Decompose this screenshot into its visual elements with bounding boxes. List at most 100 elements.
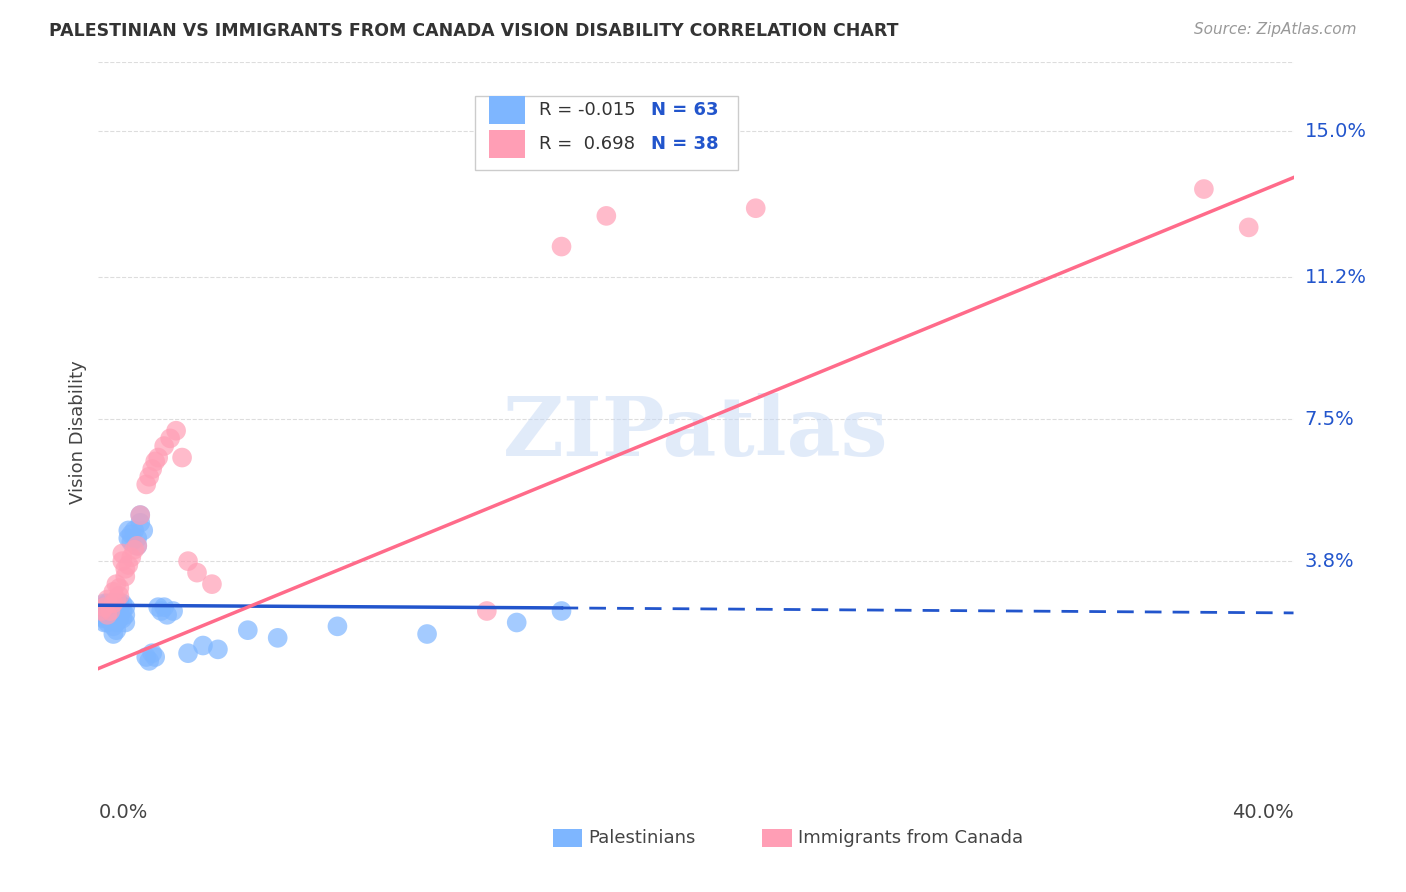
Point — [120, 527, 142, 541]
FancyBboxPatch shape — [489, 95, 524, 124]
Point — [93, 604, 115, 618]
Text: ZIPatlas: ZIPatlas — [503, 392, 889, 473]
Point — [105, 623, 128, 637]
Point — [162, 604, 184, 618]
FancyBboxPatch shape — [553, 829, 582, 847]
Point — [475, 604, 498, 618]
Point — [143, 454, 166, 468]
Point — [745, 201, 768, 215]
Point — [506, 615, 529, 630]
Text: 11.2%: 11.2% — [1305, 268, 1367, 286]
Point — [236, 623, 259, 637]
FancyBboxPatch shape — [762, 829, 792, 847]
Point — [93, 600, 115, 615]
Text: Palestinians: Palestinians — [589, 830, 696, 847]
Point — [177, 554, 200, 568]
Text: PALESTINIAN VS IMMIGRANTS FROM CANADA VISION DISABILITY CORRELATION CHART: PALESTINIAN VS IMMIGRANTS FROM CANADA VI… — [49, 22, 898, 40]
Text: R =  0.698: R = 0.698 — [540, 135, 636, 153]
Point — [103, 619, 125, 633]
Point — [90, 604, 112, 618]
Point — [129, 508, 152, 522]
Point — [141, 646, 163, 660]
Point — [103, 596, 125, 610]
Point — [98, 607, 122, 622]
Point — [191, 639, 214, 653]
Text: 3.8%: 3.8% — [1305, 551, 1354, 571]
Point — [98, 604, 122, 618]
Point — [103, 604, 125, 618]
Point — [186, 566, 208, 580]
Point — [108, 596, 131, 610]
Point — [127, 539, 149, 553]
Point — [143, 650, 166, 665]
Point — [138, 469, 160, 483]
Point — [114, 615, 136, 630]
Point — [124, 542, 146, 557]
FancyBboxPatch shape — [489, 130, 524, 158]
Point — [124, 524, 146, 538]
Point — [201, 577, 224, 591]
Point — [105, 600, 128, 615]
Point — [177, 646, 200, 660]
Point — [111, 554, 134, 568]
Point — [93, 607, 115, 622]
Point — [108, 581, 131, 595]
Point — [93, 615, 115, 630]
Point — [117, 531, 139, 545]
Point — [105, 615, 128, 630]
Point — [135, 650, 157, 665]
Point — [90, 600, 112, 615]
Point — [105, 607, 128, 622]
Point — [105, 577, 128, 591]
Point — [90, 607, 112, 622]
Point — [114, 562, 136, 576]
Text: Source: ZipAtlas.com: Source: ZipAtlas.com — [1194, 22, 1357, 37]
Point — [96, 596, 118, 610]
Y-axis label: Vision Disability: Vision Disability — [69, 360, 87, 505]
Point — [117, 558, 139, 572]
Point — [1192, 182, 1215, 196]
Point — [207, 642, 229, 657]
Point — [103, 612, 125, 626]
Point — [1237, 220, 1260, 235]
Point — [120, 535, 142, 549]
Point — [93, 612, 115, 626]
Point — [127, 531, 149, 545]
Point — [98, 604, 122, 618]
Point — [114, 607, 136, 622]
Point — [96, 615, 118, 630]
Text: N = 38: N = 38 — [651, 135, 718, 153]
Point — [96, 592, 118, 607]
Point — [120, 550, 142, 565]
Point — [153, 600, 176, 615]
Point — [595, 209, 617, 223]
Point — [148, 600, 170, 615]
Point — [111, 604, 134, 618]
Point — [114, 569, 136, 583]
Point — [326, 619, 349, 633]
Point — [105, 592, 128, 607]
Point — [267, 631, 290, 645]
Point — [108, 612, 131, 626]
Point — [108, 604, 131, 618]
Point — [148, 450, 170, 465]
Point — [153, 439, 176, 453]
Text: 15.0%: 15.0% — [1305, 122, 1367, 141]
Point — [129, 508, 152, 522]
Point — [103, 627, 125, 641]
Point — [111, 612, 134, 626]
Point — [98, 612, 122, 626]
Point — [156, 607, 179, 622]
Point — [172, 450, 194, 465]
Point — [111, 546, 134, 560]
Point — [96, 604, 118, 618]
Point — [114, 600, 136, 615]
Point — [132, 524, 155, 538]
Text: 7.5%: 7.5% — [1305, 409, 1354, 429]
Point — [93, 596, 115, 610]
Point — [135, 477, 157, 491]
Text: 0.0%: 0.0% — [98, 803, 148, 822]
Point — [117, 524, 139, 538]
Text: N = 63: N = 63 — [651, 101, 718, 119]
Point — [98, 600, 122, 615]
